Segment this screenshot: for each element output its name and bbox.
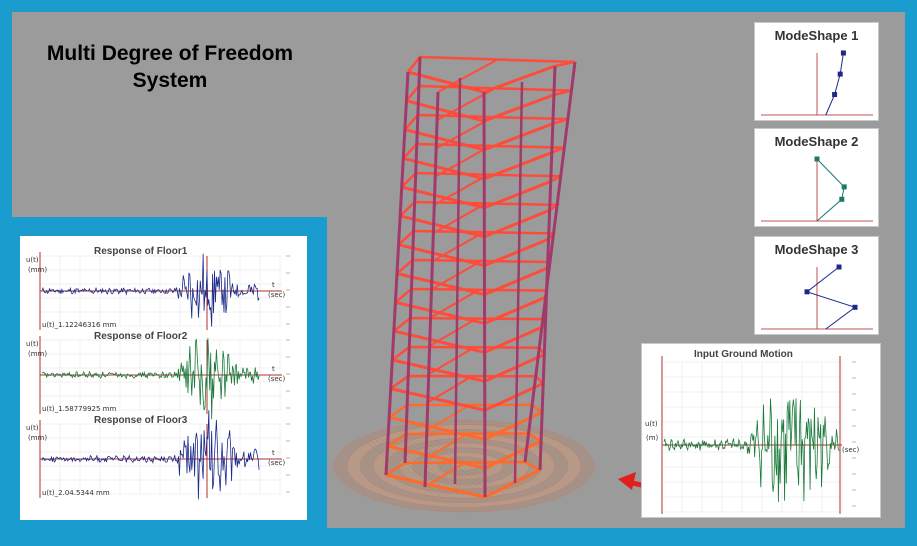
mode-shape-3-title: ModeShape 3 [774,242,859,257]
mode-shape-3-node-3 [836,264,842,270]
mode-shape-1-panel: ModeShape 1 [754,22,879,121]
floor-response-panel: u(t) (mm) t (sec) u(t)_1.12246316 mm u(t) (mm)… [20,236,307,520]
response-peak-value: u(t)_2.04.5344 mm [42,489,110,497]
response-xunit: (sec) [268,459,286,467]
mode-shape-2-node-1 [839,196,845,202]
mode-shape-2-node-3 [814,156,820,162]
mode-shape-3-node-2 [804,289,810,295]
response-floor1-title: Response of Floor1 [94,246,188,257]
mode-shape-2-plot [761,156,873,222]
title-line2: System [132,69,208,92]
response-yunit: (mm) [28,434,47,442]
ground-motion-title: Input Ground Motion [694,349,793,360]
response-xunit: (sec) [268,291,286,299]
mode-shape-1-node-3 [840,50,846,56]
response-ylabel: u(t) [26,424,39,432]
response-peak-value: u(t)_1.58779925 mm [42,405,116,413]
frame-lines [384,55,577,499]
response-xlabel: t [272,281,275,289]
response-xunit: (sec) [268,375,286,383]
mode-shape-2-title: ModeShape 2 [774,134,859,149]
ground-motion-plot: u(t) (m) (sec) [645,356,860,514]
mode-shape-2-node-2 [841,184,847,190]
mode-shape-3-plot [761,264,873,330]
response-xlabel: t [272,365,275,373]
ground-xunit: (sec) [842,446,860,454]
title-line1: Multi Degree of Freedom [46,42,294,65]
response-ylabel: u(t) [26,340,39,348]
mode-shape-2-panel: ModeShape 2 [754,128,879,227]
ground-motion-panel: u(t) (m) (sec) Input Ground Motion [641,343,881,518]
mode-shape-3-panel: ModeShape 3 [754,236,879,335]
response-xlabel: t [272,449,275,457]
response-ylabel: u(t) [26,256,39,264]
page-title: Multi Degree of Freedom System [25,40,315,94]
response-yunit: (mm) [28,266,47,274]
ground-yunit: (m) [646,434,659,442]
mode-shape-3-node-1 [852,304,858,310]
floor-response-plots: u(t) (mm) t (sec) u(t)_1.12246316 mm u(t) (mm)… [26,252,290,500]
mode-shape-1-node-2 [837,71,843,77]
response-yunit: (mm) [28,350,47,358]
response-peak-value: u(t)_1.12246316 mm [42,321,116,329]
mode-shape-1-node-1 [832,92,838,98]
response-floor2-title: Response of Floor2 [94,331,188,342]
mode-shape-1-title: ModeShape 1 [774,28,859,43]
mode-shape-1-plot [761,50,873,116]
response-floor3-title: Response of Floor3 [94,415,188,426]
ground-ylabel: u(t) [645,420,658,428]
